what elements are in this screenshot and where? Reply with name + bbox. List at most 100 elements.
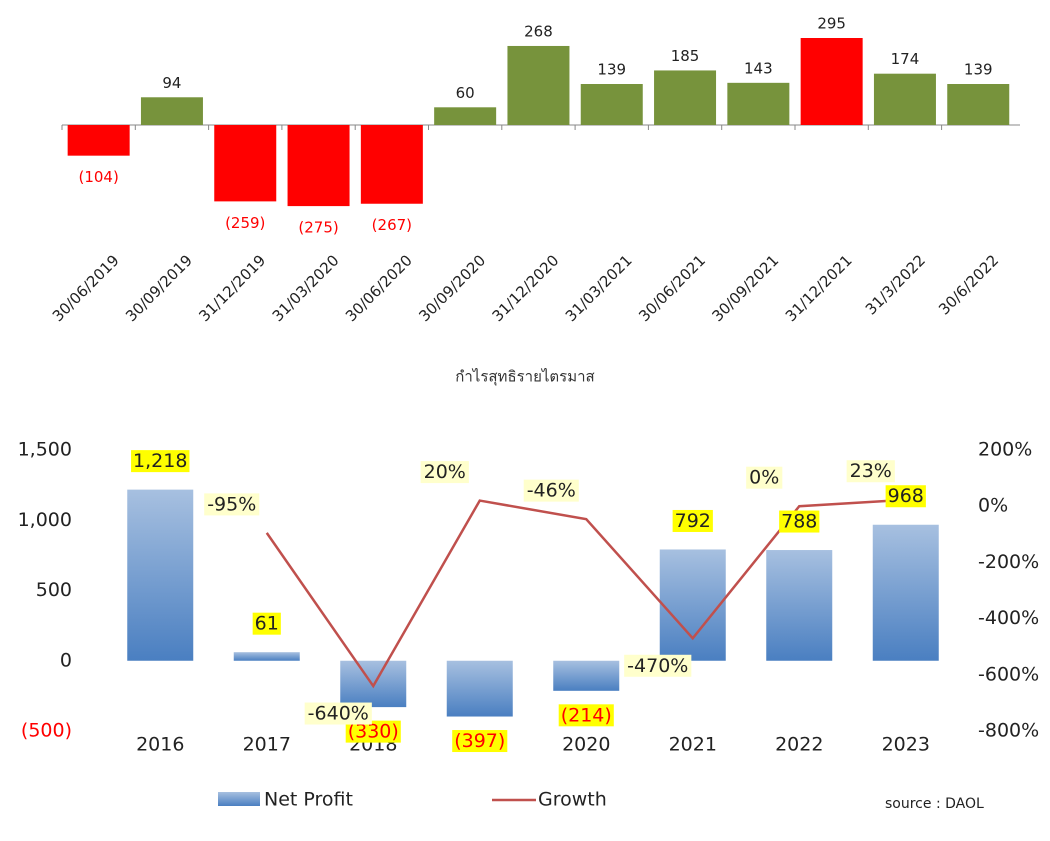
growth-line xyxy=(265,498,906,689)
x-axis-label: กำไรสุทธิรายไตรมาส xyxy=(455,368,594,387)
value-label: 185 xyxy=(671,47,700,65)
value-label: -640% xyxy=(308,703,369,725)
value-label: -46% xyxy=(527,480,576,502)
legend-label: Net Profit xyxy=(264,789,353,811)
bar xyxy=(800,38,863,125)
label-highlight xyxy=(672,509,713,532)
y-tick-label: (500) xyxy=(21,720,72,742)
value-label: -95% xyxy=(207,493,256,515)
x-tick-label: 2022 xyxy=(775,734,823,756)
x-tick-label: 31/03/2020 xyxy=(269,251,343,325)
bar xyxy=(654,70,717,125)
bar xyxy=(360,125,423,204)
label-highlight xyxy=(345,720,401,743)
legend-swatch xyxy=(218,792,260,806)
value-label: 139 xyxy=(597,61,626,79)
bar xyxy=(127,489,194,661)
value-label: 174 xyxy=(891,50,920,68)
label-highlight xyxy=(204,493,260,516)
y-tick-label: 0 xyxy=(60,649,72,671)
value-label: 143 xyxy=(744,59,773,77)
value-label: 23% xyxy=(850,460,892,482)
bar xyxy=(766,550,833,661)
x-tick-label: 31/12/2019 xyxy=(195,251,269,325)
y2-tick-label: -400% xyxy=(978,607,1039,629)
bar xyxy=(287,125,350,207)
x-tick-label: 2017 xyxy=(243,734,291,756)
source: source : DAOL xyxy=(885,796,984,812)
bar xyxy=(580,84,643,125)
bar xyxy=(140,97,203,125)
y2-tick-label: -600% xyxy=(978,663,1039,685)
value-label: 295 xyxy=(817,15,846,33)
bar xyxy=(67,125,130,156)
value-label: (330) xyxy=(348,721,399,743)
label-highlight xyxy=(746,466,783,489)
legend-label: Growth xyxy=(538,789,607,811)
value-label: 1,218 xyxy=(133,450,187,472)
y2-tick-label: 200% xyxy=(978,439,1032,461)
bar xyxy=(434,107,497,125)
x-tick-label: 31/3/2022 xyxy=(862,251,929,318)
bar xyxy=(233,652,300,661)
x-tick-label: 2021 xyxy=(669,734,717,756)
label-highlight xyxy=(420,461,469,484)
label-highlight xyxy=(304,702,372,725)
bar xyxy=(446,660,513,717)
bar xyxy=(872,524,939,661)
x-tick-label: 30/06/2020 xyxy=(342,251,416,325)
value-label: -470% xyxy=(627,655,688,677)
bar xyxy=(873,73,936,125)
y-tick-label: 1,000 xyxy=(18,509,72,531)
label-highlight xyxy=(885,485,926,508)
value-label: (397) xyxy=(454,730,505,752)
value-label: (275) xyxy=(298,219,338,237)
label-highlight xyxy=(624,654,692,677)
y2-tick-label: 0% xyxy=(978,495,1008,517)
x-tick-label: 2020 xyxy=(562,734,610,756)
bar xyxy=(214,125,277,202)
value-label: (214) xyxy=(561,704,612,726)
bar xyxy=(553,660,620,691)
value-label: 792 xyxy=(675,510,711,532)
label-highlight xyxy=(523,479,579,502)
label-highlight xyxy=(779,510,820,533)
value-label: (104) xyxy=(78,168,118,186)
value-label: 20% xyxy=(424,461,466,483)
x-tick-label: 30/09/2021 xyxy=(708,251,782,325)
bar xyxy=(947,84,1010,125)
label-highlight xyxy=(558,704,614,727)
value-label: 788 xyxy=(781,511,817,533)
label-highlight xyxy=(846,460,895,483)
bar xyxy=(727,82,790,125)
x-tick-label: 2016 xyxy=(136,734,184,756)
value-label: 968 xyxy=(888,485,924,507)
label-highlight xyxy=(252,612,281,635)
value-label: 268 xyxy=(524,22,553,40)
y-tick-label: 1,500 xyxy=(18,439,72,461)
value-label: 139 xyxy=(964,61,993,79)
x-tick-label: 30/09/2019 xyxy=(122,251,196,325)
value-label: 61 xyxy=(255,613,279,635)
bar xyxy=(507,45,570,126)
bar xyxy=(659,549,726,661)
y2-tick-label: -800% xyxy=(978,720,1039,742)
label-highlight xyxy=(131,450,190,473)
x-tick-label: 31/12/2021 xyxy=(782,251,856,325)
x-tick-label: 31/12/2020 xyxy=(489,251,563,325)
value-label: 60 xyxy=(456,84,475,102)
x-tick-label: 31/03/2021 xyxy=(562,251,636,325)
y2-tick-label: -200% xyxy=(978,551,1039,573)
value-label: 94 xyxy=(162,74,181,92)
x-tick-label: 30/09/2020 xyxy=(415,251,489,325)
x-tick-label: 2023 xyxy=(882,734,930,756)
x-tick-label: 30/06/2021 xyxy=(635,251,709,325)
x-tick-label: 30/06/2019 xyxy=(49,251,123,325)
value-label: (259) xyxy=(225,214,265,232)
y-tick-label: 500 xyxy=(36,579,72,601)
label-highlight xyxy=(452,730,508,753)
value-label: 0% xyxy=(749,467,779,489)
x-tick-label: 30/6/2022 xyxy=(935,251,1002,318)
value-label: (267) xyxy=(372,216,412,234)
